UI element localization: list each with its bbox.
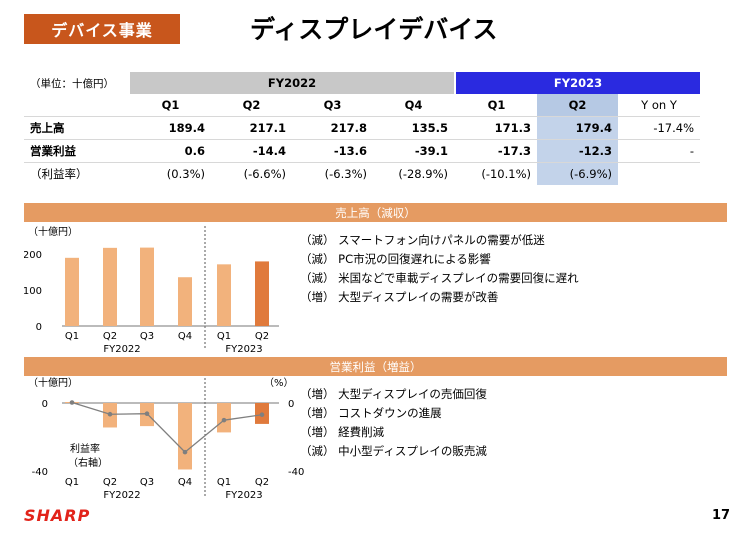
- group-label-fy2022: FY2022: [103, 490, 140, 501]
- list-item: （減） 米国などで車載ディスプレイの需要回復に遅れ: [300, 271, 579, 285]
- cell: -13.6: [292, 139, 373, 163]
- table-row: （利益率） (0.3%) (-6.6%) (-6.3%) (-28.9%) (-…: [24, 162, 700, 186]
- list-item: （増） 大型ディスプレイの需要が改善: [300, 290, 499, 304]
- profit-right-unit-label: （%）: [264, 377, 294, 389]
- row-label: （利益率）: [30, 167, 88, 181]
- cell: 135.5: [373, 116, 454, 140]
- profit-bar: [217, 403, 231, 433]
- list-item: （減） 中小型ディスプレイの販売減: [300, 444, 487, 458]
- profit-bullets: （増） 大型ディスプレイの売価回復 （増） コストダウンの進展 （増） 経費削減…: [300, 385, 487, 461]
- col-fy23-q1: Q1: [456, 94, 537, 117]
- profit-x-tick: Q1: [65, 477, 79, 488]
- group-label-fy2023: FY2023: [225, 490, 262, 501]
- cell: -17.4%: [618, 116, 700, 140]
- margin-point: [259, 412, 265, 418]
- margin-point: [107, 411, 113, 417]
- profit-bar: [178, 403, 192, 470]
- sales-x-tick: Q2: [103, 331, 117, 342]
- cell: (0.3%): [166, 167, 205, 181]
- cell: 179.4: [537, 116, 618, 140]
- cell: -: [618, 139, 700, 163]
- cell: 217.8: [292, 116, 373, 140]
- profit-chart: （十億円） （%） 0 -40 0 -40 Q1 Q2 Q3 Q4 Q1 Q2 利益率 （…: [28, 376, 304, 501]
- profit-x-tick: Q3: [140, 477, 154, 488]
- sales-bar: [140, 247, 154, 326]
- sales-unit-label: （十億円）: [28, 225, 78, 238]
- margin-point: [182, 449, 188, 455]
- sales-x-tick: Q3: [140, 331, 154, 342]
- cell: -39.1: [373, 139, 454, 163]
- sales-bar: [65, 257, 79, 326]
- cell: 0.6: [130, 139, 211, 163]
- fy2022-header: FY2022: [130, 72, 454, 94]
- sales-chart: （十億円） 0 100 200 Q1 Q2 Q3 Q4 Q1 Q2 FY2022 FY2023: [24, 225, 279, 355]
- margin-line-label-axis: （右軸）: [68, 456, 108, 469]
- profit-unit-label: （十億円）: [28, 376, 78, 389]
- sales-y-tick: 0: [36, 322, 42, 333]
- col-yoy: Y on Y: [618, 94, 700, 117]
- col-q4: Q4: [373, 94, 454, 117]
- group-label-fy2023: FY2023: [225, 344, 262, 355]
- segment-tag: デバイス事業: [24, 14, 180, 44]
- sales-x-tick: Q1: [217, 331, 231, 342]
- cell: 171.3: [456, 116, 537, 140]
- left-tick-0: 0: [42, 399, 48, 410]
- profit-section-band: 営業利益（増益）: [24, 357, 727, 376]
- profit-x-tick: Q1: [217, 477, 231, 488]
- cell: -17.3: [456, 139, 537, 163]
- right-tick-neg40: -40: [288, 467, 304, 478]
- financial-table: （単位：十億円） FY2022 FY2023 Q1 Q2 Q3 Q4 Q1 Q2…: [24, 72, 700, 185]
- margin-point: [69, 400, 75, 405]
- col-q1: Q1: [130, 94, 211, 117]
- sales-bullets: （減） スマートフォン向けパネルの需要が低迷 （減） PC市況の回復遅れによる影…: [300, 231, 579, 307]
- cell: (-6.6%): [243, 167, 286, 181]
- sales-bar: [217, 264, 231, 326]
- left-tick-neg40: -40: [32, 467, 48, 478]
- list-item: （減） スマートフォン向けパネルの需要が低迷: [300, 233, 545, 247]
- list-item: （増） 大型ディスプレイの売価回復: [300, 387, 487, 401]
- cell: (-6.9%): [537, 162, 618, 185]
- list-item: （減） PC市況の回復遅れによる影響: [300, 252, 491, 266]
- sales-y-tick: 200: [24, 250, 42, 261]
- sales-x-tick: Q2: [255, 331, 269, 342]
- list-item: （増） 経費削減: [300, 425, 385, 439]
- cell: -12.3: [537, 139, 618, 163]
- profit-x-tick: Q2: [103, 477, 117, 488]
- cell: -14.4: [211, 139, 292, 163]
- list-item: （増） コストダウンの進展: [300, 406, 442, 420]
- cell: (-28.9%): [398, 167, 448, 181]
- cell: 189.4: [130, 116, 211, 140]
- profit-x-tick: Q2: [255, 477, 269, 488]
- col-fy23-q2: Q2: [537, 94, 618, 117]
- page-number: 17: [712, 508, 731, 523]
- sales-x-tick: Q4: [178, 331, 192, 342]
- col-q3: Q3: [292, 94, 373, 117]
- sales-section-band: 売上高（減収）: [24, 203, 727, 222]
- right-tick-0: 0: [288, 399, 294, 410]
- group-label-fy2022: FY2022: [103, 344, 140, 355]
- page-title: ディスプレイデバイス: [250, 15, 498, 44]
- sales-x-tick: Q1: [65, 331, 79, 342]
- sharp-logo: SHARP: [24, 506, 91, 525]
- fy2023-header: FY2023: [456, 72, 700, 94]
- margin-point: [144, 411, 150, 417]
- sales-bar: [255, 261, 269, 326]
- cell: (-6.3%): [324, 167, 367, 181]
- margin-line-label: 利益率: [70, 442, 100, 455]
- sales-bar: [103, 247, 117, 326]
- profit-x-tick: Q4: [178, 477, 192, 488]
- table-row: 営業利益 0.6 -14.4 -13.6 -39.1 -17.3 -12.3 -: [24, 139, 700, 163]
- cell: (-10.1%): [481, 167, 531, 181]
- row-label: 売上高: [24, 116, 130, 140]
- unit-label: （単位：十億円）: [30, 77, 114, 90]
- margin-point: [221, 417, 227, 423]
- col-q2: Q2: [211, 94, 292, 117]
- row-label: 営業利益: [24, 139, 130, 163]
- cell: 217.1: [211, 116, 292, 140]
- sales-bar: [178, 277, 192, 326]
- margin-line: [71, 401, 263, 454]
- table-row: 売上高 189.4 217.1 217.8 135.5 171.3 179.4 …: [24, 116, 700, 140]
- cell: [618, 163, 700, 186]
- sales-y-tick: 100: [24, 286, 42, 297]
